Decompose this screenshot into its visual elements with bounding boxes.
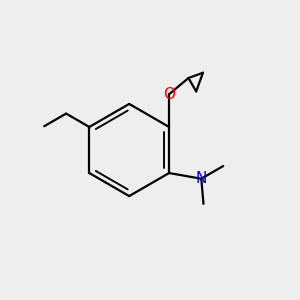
Text: N: N <box>196 171 207 186</box>
Text: O: O <box>163 87 175 102</box>
